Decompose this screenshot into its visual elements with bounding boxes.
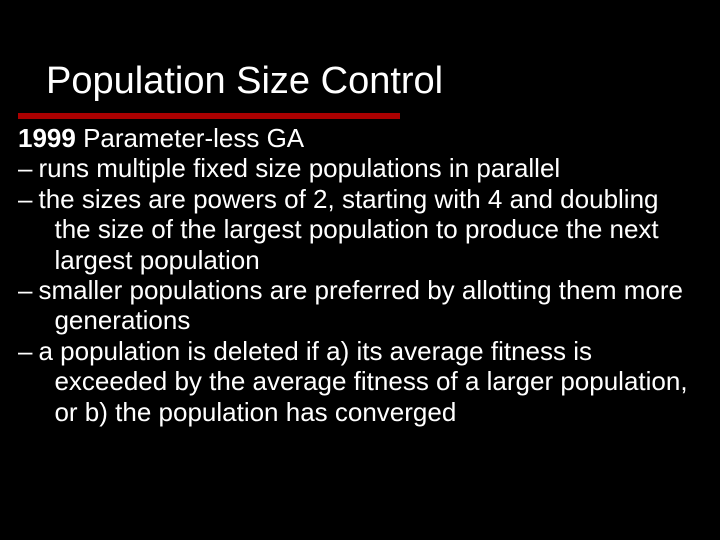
bullet-text: smaller populations are preferred by all… (38, 275, 688, 336)
bullet-item: – smaller populations are preferred by a… (18, 275, 688, 336)
dash-icon: – (18, 153, 38, 183)
lead-year: 1999 (18, 123, 76, 153)
slide: Population Size Control 1999 Parameter-l… (0, 0, 720, 540)
dash-icon: – (18, 336, 38, 427)
dash-icon: – (18, 275, 38, 336)
lead-rest: Parameter-less GA (76, 123, 304, 153)
bullet-item: – the sizes are powers of 2, starting wi… (18, 184, 688, 275)
bullet-text: the sizes are powers of 2, starting with… (38, 184, 688, 275)
lead-line: 1999 Parameter-less GA (18, 123, 688, 153)
bullet-item: – runs multiple fixed size populations i… (18, 153, 688, 183)
bullet-text: a population is deleted if a) its averag… (38, 336, 688, 427)
bullet-text: runs multiple fixed size populations in … (38, 153, 688, 183)
slide-title: Population Size Control (0, 0, 720, 111)
dash-icon: – (18, 184, 38, 275)
slide-body: 1999 Parameter-less GA – runs multiple f… (0, 119, 720, 427)
bullet-item: – a population is deleted if a) its aver… (18, 336, 688, 427)
